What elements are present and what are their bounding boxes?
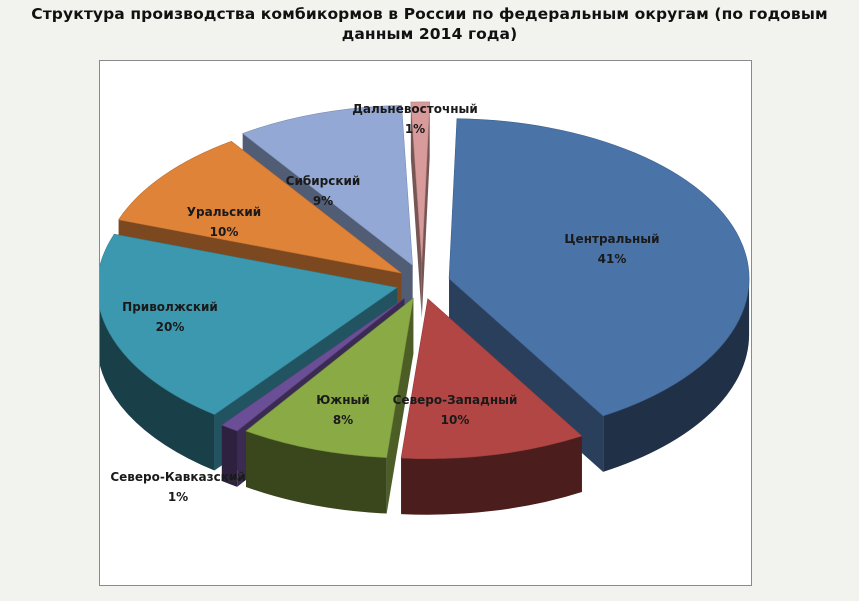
slice-label: Южный 8% (316, 393, 370, 427)
pie-slice-2 (400, 298, 583, 515)
slice-top (400, 298, 583, 460)
pie-slice-8 (410, 101, 430, 318)
pie-slice-3 (245, 297, 414, 514)
slice-name: Приволжский (122, 300, 218, 314)
slice-percent: 41% (598, 252, 627, 266)
slice-side (245, 430, 387, 514)
slice-percent: 1% (405, 122, 425, 136)
slice-name: Дальневосточный (352, 102, 478, 116)
slice-label: Уральский 10% (187, 205, 261, 239)
slice-label: Центральный 41% (564, 232, 659, 266)
slice-top (100, 233, 398, 415)
pie-chart: Центральный 41% Северо-Западный 10% Южный 8% С… (100, 101, 750, 515)
slice-percent: 8% (333, 413, 353, 427)
leader-line (228, 472, 242, 482)
slice-wall (410, 102, 422, 318)
slice-top (118, 140, 402, 274)
slice-name: Сибирский (286, 174, 361, 188)
slice-percent: 1% (168, 490, 188, 504)
slice-side (401, 436, 582, 515)
slice-wall (421, 101, 430, 318)
slice-top (242, 105, 413, 266)
slice-name: Северо-Западный (393, 393, 518, 407)
slice-name: Северо-Кавказский (110, 470, 245, 484)
slice-top (410, 101, 430, 262)
slice-top (221, 297, 405, 432)
slice-side (603, 278, 750, 472)
slice-percent: 9% (313, 194, 333, 208)
pie-slice-1 (448, 118, 750, 472)
slice-label: Дальневосточный 1% (352, 102, 478, 136)
slice-label: Сибирский 9% (286, 174, 361, 208)
slice-top (448, 118, 750, 417)
slice-percent: 20% (156, 320, 185, 334)
chart-frame: Центральный 41% Северо-Западный 10% Южный 8% С… (99, 60, 752, 586)
slice-name: Уральский (187, 205, 261, 219)
slice-side (221, 425, 238, 487)
page-title: Структура производства комбикормов в Рос… (0, 4, 859, 44)
slice-name: Южный (316, 393, 370, 407)
slice-name: Центральный (564, 232, 659, 246)
slice-label: Северо-Кавказский 1% (110, 470, 245, 504)
slice-percent: 10% (210, 225, 239, 239)
slice-label: Приволжский 20% (122, 300, 218, 334)
slice-label: Северо-Западный 10% (393, 393, 518, 427)
slice-side (100, 309, 215, 471)
chart-title: Структура производства комбикормов в Рос… (31, 5, 828, 43)
slice-percent: 10% (441, 413, 470, 427)
slice-top (245, 297, 414, 458)
